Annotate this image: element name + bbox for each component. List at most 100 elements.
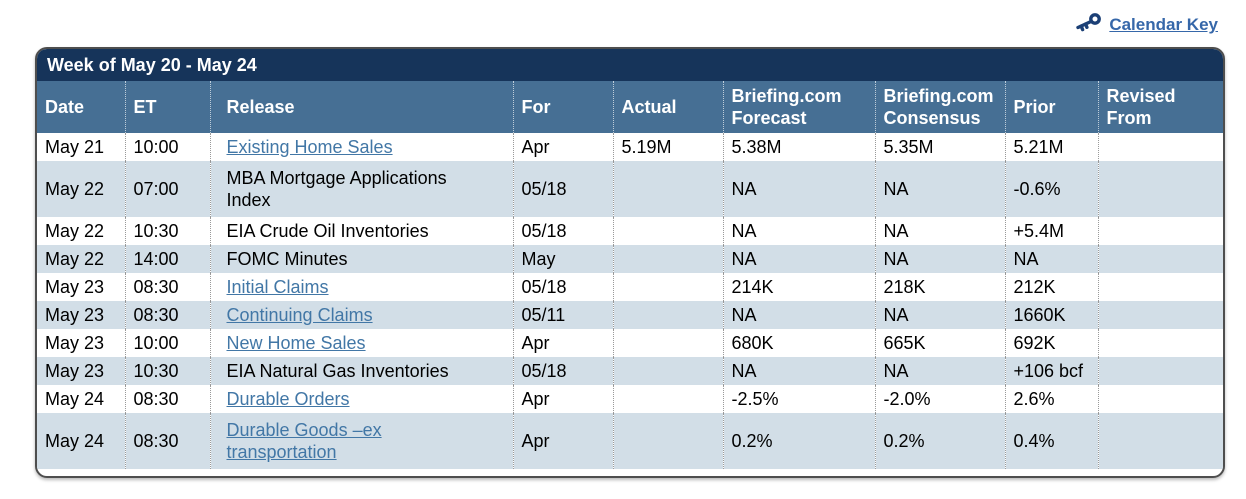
cell-for: 05/11	[513, 301, 614, 329]
cell-actual	[613, 217, 724, 245]
table-row: May 22 07:00 MBA Mortgage Applications Ind…	[37, 161, 1223, 217]
release-link[interactable]: Continuing Claims	[226, 305, 373, 325]
cell-forecast: 680K	[723, 329, 876, 357]
cell-prior: 2.6%	[1005, 385, 1099, 413]
cell-revised	[1098, 413, 1223, 469]
table-row: May 22 14:00 FOMC Minutes May NA NA NA	[37, 245, 1223, 273]
cell-date: May 23	[37, 301, 126, 329]
cell-date: May 22	[37, 161, 126, 217]
calendar-key-container: Calendar Key	[1074, 12, 1218, 38]
cell-for: Apr	[513, 413, 614, 469]
cell-et: 08:30	[125, 385, 211, 413]
cell-et: 07:00	[125, 161, 211, 217]
cell-revised	[1098, 301, 1223, 329]
cell-release: Durable Goods –ex transportation	[210, 413, 514, 469]
table-row: May 24 08:30 Durable Goods –ex transportat…	[37, 413, 1223, 469]
cell-consensus: -2.0%	[875, 385, 1006, 413]
table-row: May 23 10:00 New Home Sales Apr 680K 665K 692K	[37, 329, 1223, 357]
release-link[interactable]: New Home Sales	[226, 333, 366, 353]
cell-prior: 0.4%	[1005, 413, 1099, 469]
cell-et: 08:30	[125, 301, 211, 329]
cell-actual	[613, 413, 724, 469]
cell-forecast: NA	[723, 245, 876, 273]
economic-calendar-table: Date ET Release For Actual Briefing.com …	[37, 81, 1223, 469]
cell-date: May 23	[37, 329, 126, 357]
cell-for: Apr	[513, 329, 614, 357]
cell-prior: 5.21M	[1005, 133, 1099, 161]
cell-date: May 23	[37, 357, 126, 385]
col-header-actual: Actual	[613, 81, 724, 133]
cell-actual: 5.19M	[613, 133, 724, 161]
cell-prior: -0.6%	[1005, 161, 1099, 217]
cell-release: MBA Mortgage Applications Index	[210, 161, 514, 217]
col-header-et: ET	[125, 81, 211, 133]
release-link[interactable]: Existing Home Sales	[226, 137, 393, 157]
release-link[interactable]: Durable Orders	[226, 389, 350, 409]
cell-consensus: NA	[875, 245, 1006, 273]
col-header-revised-from: Revised From	[1098, 81, 1223, 133]
cell-forecast: NA	[723, 357, 876, 385]
cell-for: Apr	[513, 385, 614, 413]
cell-et: 10:30	[125, 217, 211, 245]
cell-et: 10:00	[125, 133, 211, 161]
cell-release: Continuing Claims	[210, 301, 514, 329]
cell-revised	[1098, 357, 1223, 385]
cell-consensus: 665K	[875, 329, 1006, 357]
col-header-release: Release	[210, 81, 514, 133]
release-link[interactable]: Durable Goods –ex transportation	[226, 420, 382, 462]
cell-prior: +106 bcf	[1005, 357, 1099, 385]
cell-et: 08:30	[125, 413, 211, 469]
cell-for: 05/18	[513, 273, 614, 301]
cell-actual	[613, 329, 724, 357]
table-row: May 23 10:30 EIA Natural Gas Inventories 05…	[37, 357, 1223, 385]
col-header-consensus: Briefing.com Consensus	[875, 81, 1006, 133]
header-row: Date ET Release For Actual Briefing.com …	[37, 81, 1223, 133]
cell-forecast: NA	[723, 161, 876, 217]
cell-release: New Home Sales	[210, 329, 514, 357]
cell-for: 05/18	[513, 217, 614, 245]
cell-consensus: 5.35M	[875, 133, 1006, 161]
cell-consensus: NA	[875, 161, 1006, 217]
calendar-panel: Week of May 20 - May 24 Date ET Release …	[35, 47, 1225, 478]
cell-revised	[1098, 161, 1223, 217]
release-link[interactable]: Initial Claims	[226, 277, 329, 297]
cell-prior: 1660K	[1005, 301, 1099, 329]
cell-prior: NA	[1005, 245, 1099, 273]
cell-revised	[1098, 245, 1223, 273]
cell-actual	[613, 273, 724, 301]
cell-consensus: NA	[875, 301, 1006, 329]
cell-prior: 212K	[1005, 273, 1099, 301]
cell-revised	[1098, 385, 1223, 413]
cell-actual	[613, 161, 724, 217]
cell-forecast: 0.2%	[723, 413, 876, 469]
cell-date: May 22	[37, 217, 126, 245]
cell-revised	[1098, 329, 1223, 357]
cell-revised	[1098, 273, 1223, 301]
table-row: May 22 10:30 EIA Crude Oil Inventories 05/1…	[37, 217, 1223, 245]
cell-release: EIA Natural Gas Inventories	[210, 357, 514, 385]
cell-for: 05/18	[513, 161, 614, 217]
col-header-forecast: Briefing.com Forecast	[723, 81, 876, 133]
table-row: May 21 10:00 Existing Home Sales Apr 5.19M 5.…	[37, 133, 1223, 161]
cell-for: Apr	[513, 133, 614, 161]
cell-et: 14:00	[125, 245, 211, 273]
calendar-table-body: May 21 10:00 Existing Home Sales Apr 5.19M 5.…	[37, 133, 1223, 469]
cell-forecast: NA	[723, 301, 876, 329]
cell-forecast: 214K	[723, 273, 876, 301]
cell-actual	[613, 357, 724, 385]
table-row: May 23 08:30 Continuing Claims 05/11 NA NA 166…	[37, 301, 1223, 329]
cell-release: Existing Home Sales	[210, 133, 514, 161]
cell-release: Durable Orders	[210, 385, 514, 413]
cell-for: 05/18	[513, 357, 614, 385]
table-row: May 23 08:30 Initial Claims 05/18 214K 218K 21…	[37, 273, 1223, 301]
table-row: May 24 08:30 Durable Orders Apr -2.5% -2.0% 2.…	[37, 385, 1223, 413]
cell-actual	[613, 301, 724, 329]
col-header-prior: Prior	[1005, 81, 1099, 133]
cell-date: May 24	[37, 413, 126, 469]
key-icon[interactable]	[1074, 12, 1102, 38]
week-title: Week of May 20 - May 24	[37, 49, 1223, 81]
cell-release: FOMC Minutes	[210, 245, 514, 273]
cell-actual	[613, 385, 724, 413]
cell-consensus: 0.2%	[875, 413, 1006, 469]
calendar-key-link[interactable]: Calendar Key	[1109, 15, 1218, 34]
